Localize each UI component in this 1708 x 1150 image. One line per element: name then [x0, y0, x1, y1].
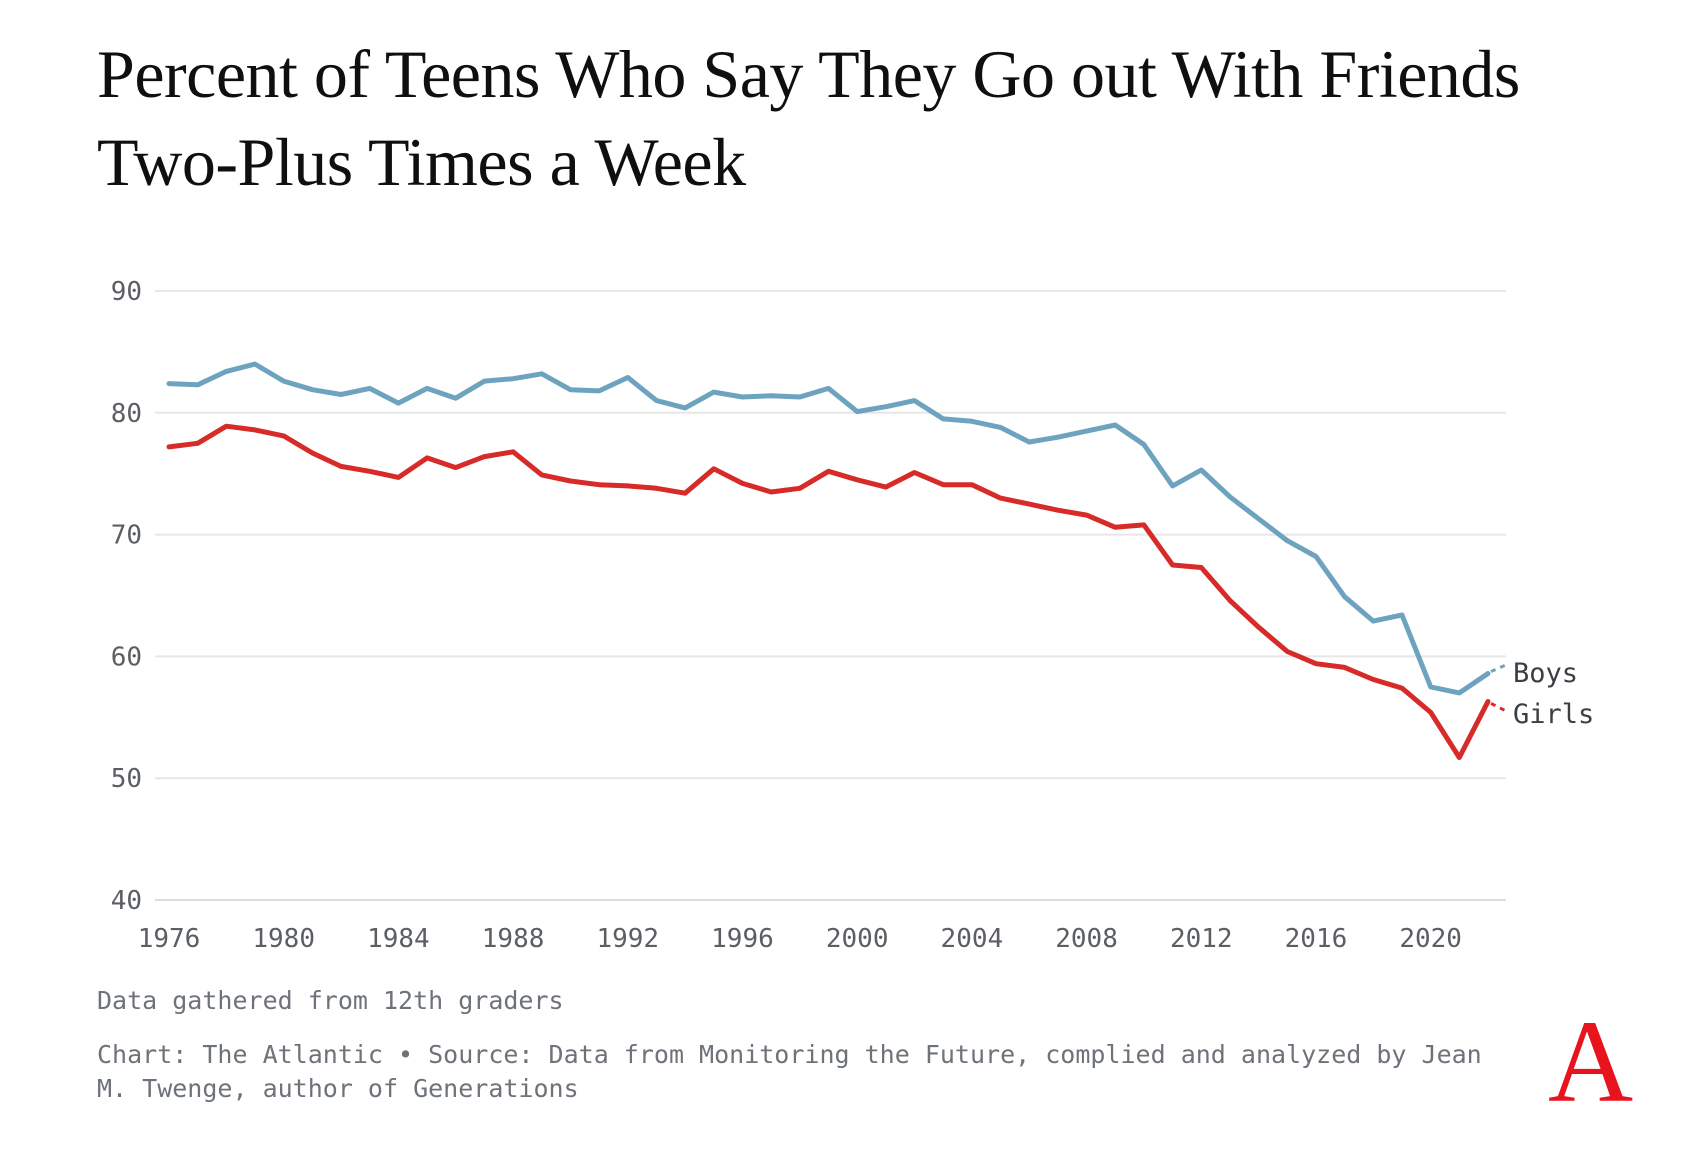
y-axis-label-70: 70: [111, 521, 142, 551]
footnote: Data gathered from 12th graders: [97, 986, 564, 1015]
x-axis-label-1980: 1980: [252, 924, 315, 954]
x-axis-label-2012: 2012: [1170, 924, 1233, 954]
series-line-girls: [166, 423, 1491, 760]
x-axis-label-1992: 1992: [596, 924, 659, 954]
x-axis-label-1996: 1996: [711, 924, 774, 954]
leader-dash-girls: [1490, 702, 1508, 713]
credit-line: Chart: The Atlantic • Source: Data from …: [97, 1040, 1482, 1103]
leader-dash-boys: [1490, 663, 1508, 673]
y-axis-label-80: 80: [111, 399, 142, 429]
x-axis-label-2016: 2016: [1285, 924, 1348, 954]
page-title: Percent of Teens Who Say They Go out Wit…: [97, 36, 1520, 200]
x-axis-label-2008: 2008: [1055, 924, 1118, 954]
y-axis-label-90: 90: [111, 277, 142, 307]
x-axis-label-1988: 1988: [482, 924, 545, 954]
y-axis-label-60: 60: [111, 642, 142, 672]
boys-series-label: Boys: [1513, 658, 1579, 689]
x-axis-label-1984: 1984: [367, 924, 430, 954]
x-axis-label-2020: 2020: [1399, 924, 1462, 954]
x-axis-label-2000: 2000: [826, 924, 889, 954]
atlantic-logo: A: [1548, 996, 1634, 1127]
y-axis-label-40: 40: [111, 886, 142, 916]
y-axis-label-50: 50: [111, 764, 142, 794]
series-line-boys: [166, 361, 1491, 696]
x-axis-label-2004: 2004: [941, 924, 1004, 954]
x-axis-label-1976: 1976: [138, 924, 201, 954]
girls-series-label: Girls: [1513, 699, 1595, 730]
